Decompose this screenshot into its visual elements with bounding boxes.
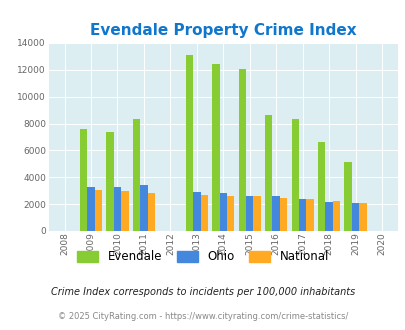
Bar [132, 119, 140, 231]
Bar [245, 196, 253, 231]
Bar [87, 187, 94, 231]
Bar [332, 201, 339, 231]
Bar [253, 196, 260, 231]
Bar [200, 195, 207, 231]
Bar [106, 132, 113, 231]
Bar [80, 129, 87, 231]
Bar [324, 202, 332, 231]
Bar [113, 187, 121, 231]
Bar [238, 69, 245, 231]
Bar [193, 192, 200, 231]
Text: © 2025 CityRating.com - https://www.cityrating.com/crime-statistics/: © 2025 CityRating.com - https://www.city… [58, 312, 347, 321]
Bar [185, 55, 193, 231]
Bar [279, 198, 287, 231]
Bar [140, 185, 147, 231]
Bar [147, 193, 155, 231]
Text: Crime Index corresponds to incidents per 100,000 inhabitants: Crime Index corresponds to incidents per… [51, 287, 354, 297]
Bar [317, 142, 324, 231]
Bar [121, 191, 128, 231]
Title: Evendale Property Crime Index: Evendale Property Crime Index [90, 22, 356, 38]
Bar [358, 203, 366, 231]
Bar [343, 162, 351, 231]
Bar [94, 190, 102, 231]
Bar [351, 203, 358, 231]
Bar [298, 199, 306, 231]
Bar [291, 119, 298, 231]
Bar [306, 199, 313, 231]
Bar [212, 64, 219, 231]
Bar [219, 193, 226, 231]
Bar [264, 115, 272, 231]
Bar [226, 196, 234, 231]
Legend: Evendale, Ohio, National: Evendale, Ohio, National [73, 247, 332, 267]
Bar [272, 196, 279, 231]
